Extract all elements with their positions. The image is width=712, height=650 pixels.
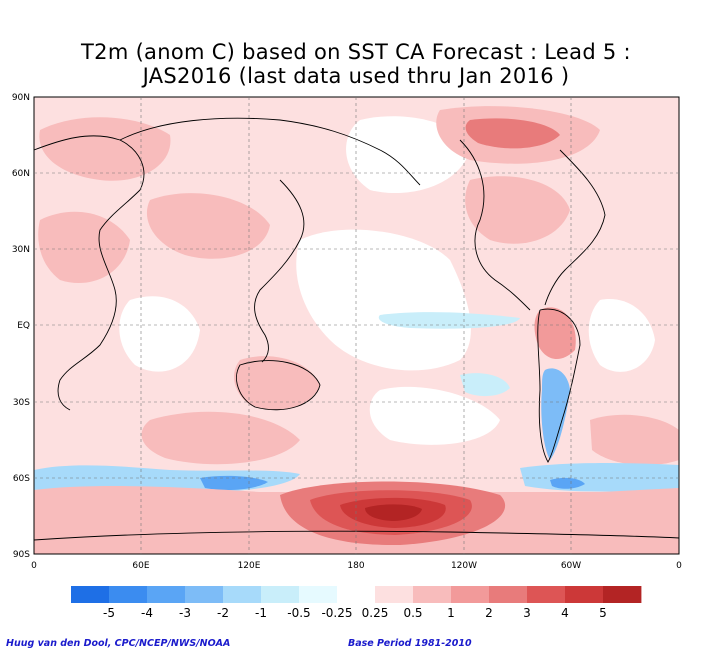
coastlines <box>34 117 679 541</box>
lon-tick-label-60e: 60E <box>132 561 149 571</box>
cold-core-southern-ocean <box>200 475 268 490</box>
lat-tick-label-60s: 60S <box>13 474 30 484</box>
lat-tick-label-eq: EQ <box>17 321 30 331</box>
coastline-north-eurasia <box>119 117 421 186</box>
colorbar-tick-label: -1 <box>255 606 267 620</box>
colorbar-swatch <box>299 586 338 603</box>
lon-tick-label-120e: 120E <box>238 561 261 571</box>
cold-region-patagonia <box>541 368 570 460</box>
warm-region-australia <box>234 356 320 410</box>
colorbar-tick-label: -0.5 <box>287 606 310 620</box>
lon-tick-label-60w: 60W <box>561 561 581 571</box>
coastline-north-america-west <box>459 139 531 311</box>
colorbar <box>71 586 642 603</box>
cold-band-southern-ocean-east <box>520 463 679 492</box>
colorbar-tick-label: -2 <box>217 606 229 620</box>
colorbar-swatch <box>413 586 452 603</box>
warm-region-south-atlantic <box>590 414 679 466</box>
lat-tick-label-30n: 30N <box>12 245 30 255</box>
colorbar-tick-label: 2 <box>485 606 493 620</box>
colorbar-tick-label: 4 <box>561 606 569 620</box>
colorbar-tick-label: 1 <box>447 606 455 620</box>
colorbar-swatch <box>71 586 110 603</box>
colorbar-swatch <box>565 586 604 603</box>
colorbar-swatch <box>337 586 376 603</box>
coastline-south-america <box>537 308 581 463</box>
colorbar-swatch <box>603 586 642 603</box>
near-normal-region-pacific <box>296 229 471 371</box>
near-normal-region-atlantic <box>588 299 655 372</box>
colorbar-swatch <box>375 586 414 603</box>
coastline-north-america-east <box>544 149 606 306</box>
near-normal-region-south-pacific <box>369 386 500 445</box>
warm-region-southern-indian <box>141 411 300 465</box>
colorbar-tick-label: 0.5 <box>403 606 422 620</box>
coastline-east-asia <box>254 179 305 363</box>
near-normal-region-indian <box>119 296 200 372</box>
near-normal-region-north-pacific <box>346 116 470 194</box>
colorbar-swatch <box>185 586 224 603</box>
gridlines <box>34 97 679 554</box>
colorbar-tick-label: 3 <box>523 606 531 620</box>
warm-region-siberia-core <box>465 118 560 149</box>
lon-tick-label-120w: 120W <box>451 561 477 571</box>
lon-tick-label-180: 180 <box>347 561 364 571</box>
cold-core-south-atlantic <box>550 477 585 489</box>
colorbar-swatch <box>109 586 148 603</box>
colorbar-swatch <box>527 586 566 603</box>
warm-region-asia <box>146 193 270 259</box>
warm-region-europe <box>39 117 171 181</box>
warm-region-canada <box>465 176 570 244</box>
colorbar-tick-label: -4 <box>141 606 153 620</box>
colorbar-tick-label: -0.25 <box>321 606 352 620</box>
coastline-australia <box>236 360 321 411</box>
cool-region-east-pacific <box>460 373 510 397</box>
colorbar-labels: -5 -4 -3 -2 -1 -0.5 -0.25 0.25 0.5 1 2 3 4 5 <box>103 606 607 620</box>
cool-region-tropical-pacific <box>378 312 520 329</box>
lon-tick-label-0-left: 0 <box>31 561 37 571</box>
lat-tick-label-30s: 30S <box>13 398 30 408</box>
lat-tick-label-60n: 60N <box>12 169 30 179</box>
colorbar-tick-label: 5 <box>599 606 607 620</box>
colorbar-tick-label: -3 <box>179 606 191 620</box>
map-frame <box>33 96 680 555</box>
colorbar-swatch <box>451 586 490 603</box>
warm-anomaly-ross-sea-core <box>365 504 422 521</box>
colorbar-tick-label: -5 <box>103 606 115 620</box>
anomaly-field <box>34 106 679 554</box>
credit-text: Huug van den Dool, CPC/NCEP/NWS/NOAA <box>6 638 231 649</box>
lat-tick-label-90n: 90N <box>12 93 30 103</box>
colorbar-swatch <box>261 586 300 603</box>
chart-title-line-1: T2m (anom C) based on SST CA Forecast : … <box>81 40 631 64</box>
warm-region-north-africa <box>38 211 130 284</box>
anomaly-map-figure: 90N 60N 30N EQ 30S 60S 90S 0 60E 120E 18… <box>12 93 682 620</box>
warm-region-south-america <box>534 307 576 360</box>
chart-title-line-2: JAS2016 (last data used thru Jan 2016 ) <box>142 64 570 88</box>
colorbar-swatch <box>223 586 262 603</box>
colorbar-swatch <box>147 586 186 603</box>
lon-tick-label-0-right: 0 <box>676 561 682 571</box>
lat-tick-label-90s: 90S <box>13 550 30 560</box>
coastline-antarctica <box>34 530 679 541</box>
colorbar-tick-label: 0.25 <box>362 606 389 620</box>
base-period-text: Base Period 1981-2010 <box>348 638 472 649</box>
colorbar-swatch <box>489 586 528 603</box>
